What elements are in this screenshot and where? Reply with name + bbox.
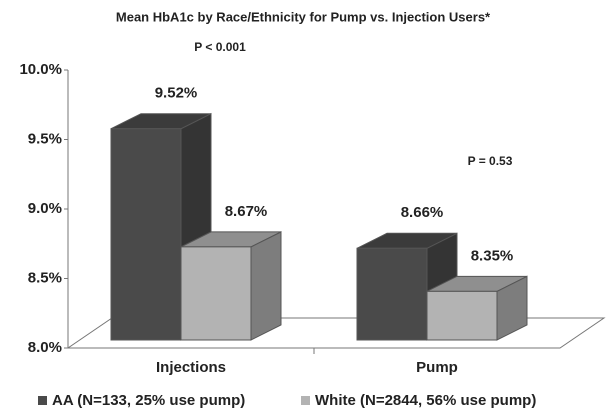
y-tick-label: 9.0% <box>28 200 62 217</box>
bar <box>180 246 252 341</box>
value-label: 8.66% <box>401 204 444 221</box>
chart-title: Mean HbA1c by Race/Ethnicity for Pump vs… <box>116 9 491 24</box>
bar <box>356 247 428 341</box>
bar <box>110 128 182 341</box>
annotation: P < 0.001 <box>194 40 246 54</box>
value-label: 8.67% <box>225 203 268 220</box>
x-tick-label: Injections <box>156 359 226 376</box>
y-tick-label: 8.5% <box>28 269 62 286</box>
y-tick-label: 9.5% <box>28 130 62 147</box>
bar-side <box>250 231 282 341</box>
bar <box>426 290 498 341</box>
legend-swatch <box>38 396 47 405</box>
value-label: 8.35% <box>471 247 514 264</box>
legend-label: AA (N=133, 25% use pump) <box>52 392 245 409</box>
y-tick-label: 10.0% <box>19 61 62 78</box>
y-tick-label: 8.0% <box>28 339 62 356</box>
value-label: 9.52% <box>155 85 198 102</box>
legend-label: White (N=2844, 56% use pump) <box>315 392 536 409</box>
x-tick-label: Pump <box>416 359 458 376</box>
legend-swatch <box>301 396 310 405</box>
annotation: P = 0.53 <box>468 154 513 168</box>
